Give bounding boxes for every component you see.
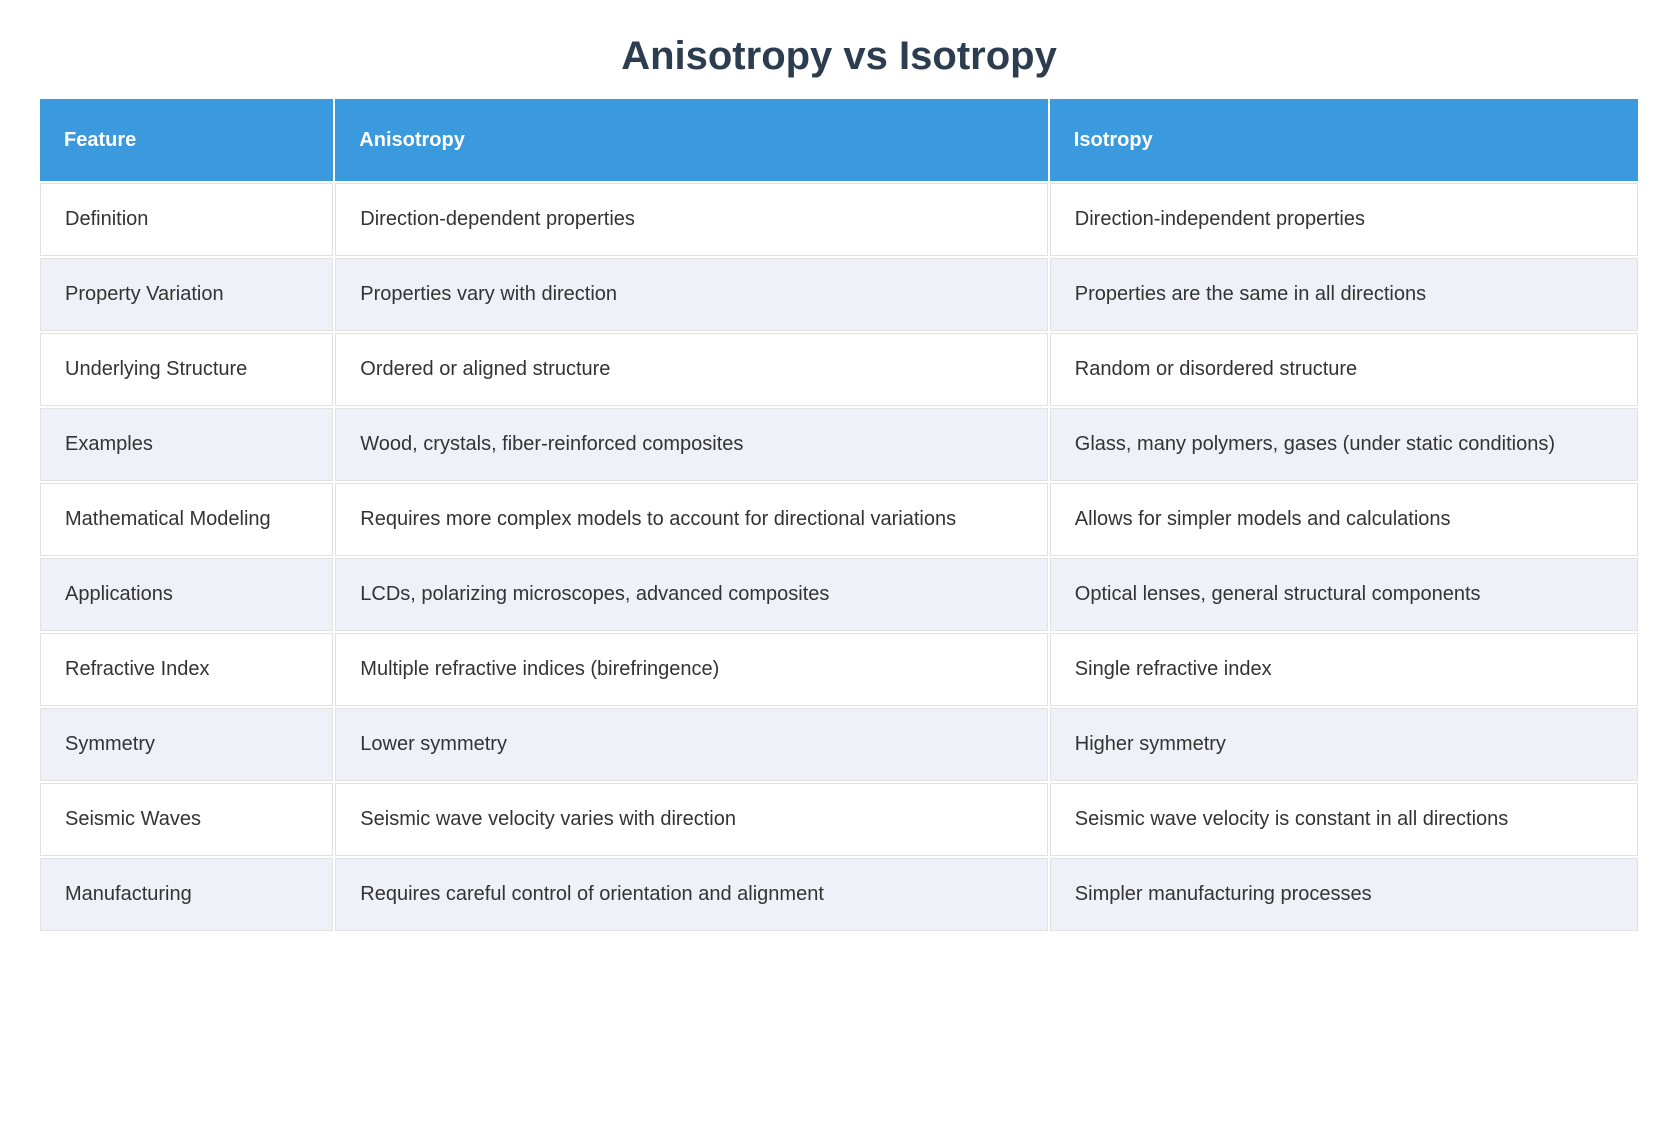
isotropy-cell: Single refractive index — [1049, 633, 1638, 706]
isotropy-cell: Direction-independent properties — [1049, 183, 1638, 256]
isotropy-cell: Higher symmetry — [1049, 708, 1638, 781]
isotropy-cell: Simpler manufacturing processes — [1049, 858, 1638, 931]
header-row: Feature Anisotropy Isotropy — [40, 99, 1638, 181]
header-cell-isotropy: Isotropy — [1049, 99, 1638, 181]
isotropy-cell: Optical lenses, general structural compo… — [1049, 558, 1638, 631]
feature-cell: Symmetry — [40, 708, 334, 781]
table-row: Underlying Structure Ordered or aligned s… — [40, 333, 1638, 406]
anisotropy-cell: Properties vary with direction — [335, 258, 1048, 331]
anisotropy-cell: Lower symmetry — [335, 708, 1048, 781]
table-row: Seismic Waves Seismic wave velocity varie… — [40, 783, 1638, 856]
table-row: Manufacturing Requires careful control of… — [40, 858, 1638, 931]
table-row: Refractive Index Multiple refractive indi… — [40, 633, 1638, 706]
feature-cell: Refractive Index — [40, 633, 334, 706]
isotropy-cell: Glass, many polymers, gases (under stati… — [1049, 408, 1638, 481]
header-cell-feature: Feature — [40, 99, 334, 181]
anisotropy-cell: Direction-dependent properties — [335, 183, 1048, 256]
table-row: Symmetry Lower symmetry Higher symmetry — [40, 708, 1638, 781]
table-row: Applications LCDs, polarizing microscopes… — [40, 558, 1638, 631]
feature-cell: Manufacturing — [40, 858, 334, 931]
table-row: Mathematical Modeling Requires more compl… — [40, 483, 1638, 556]
table-body: Definition Direction-dependent properties… — [40, 183, 1638, 931]
feature-cell: Property Variation — [40, 258, 334, 331]
anisotropy-cell: Requires more complex models to account … — [335, 483, 1048, 556]
isotropy-cell: Seismic wave velocity is constant in all… — [1049, 783, 1638, 856]
table-header: Feature Anisotropy Isotropy — [40, 99, 1638, 181]
comparison-table: Feature Anisotropy Isotropy Definition Di… — [38, 97, 1640, 933]
isotropy-cell: Properties are the same in all direction… — [1049, 258, 1638, 331]
isotropy-cell: Random or disordered structure — [1049, 333, 1638, 406]
anisotropy-cell: Seismic wave velocity varies with direct… — [335, 783, 1048, 856]
anisotropy-cell: Multiple refractive indices (birefringen… — [335, 633, 1048, 706]
feature-cell: Mathematical Modeling — [40, 483, 334, 556]
feature-cell: Examples — [40, 408, 334, 481]
header-cell-anisotropy: Anisotropy — [335, 99, 1048, 181]
feature-cell: Underlying Structure — [40, 333, 334, 406]
anisotropy-cell: Ordered or aligned structure — [335, 333, 1048, 406]
feature-cell: Seismic Waves — [40, 783, 334, 856]
page-title: Anisotropy vs Isotropy — [621, 34, 1057, 78]
anisotropy-cell: Wood, crystals, fiber-reinforced composi… — [335, 408, 1048, 481]
table-row: Definition Direction-dependent properties… — [40, 183, 1638, 256]
isotropy-cell: Allows for simpler models and calculatio… — [1049, 483, 1638, 556]
anisotropy-cell: Requires careful control of orientation … — [335, 858, 1048, 931]
table-row: Examples Wood, crystals, fiber-reinforced… — [40, 408, 1638, 481]
anisotropy-cell: LCDs, polarizing microscopes, advanced c… — [335, 558, 1048, 631]
feature-cell: Applications — [40, 558, 334, 631]
table-row: Property Variation Properties vary with d… — [40, 258, 1638, 331]
feature-cell: Definition — [40, 183, 334, 256]
